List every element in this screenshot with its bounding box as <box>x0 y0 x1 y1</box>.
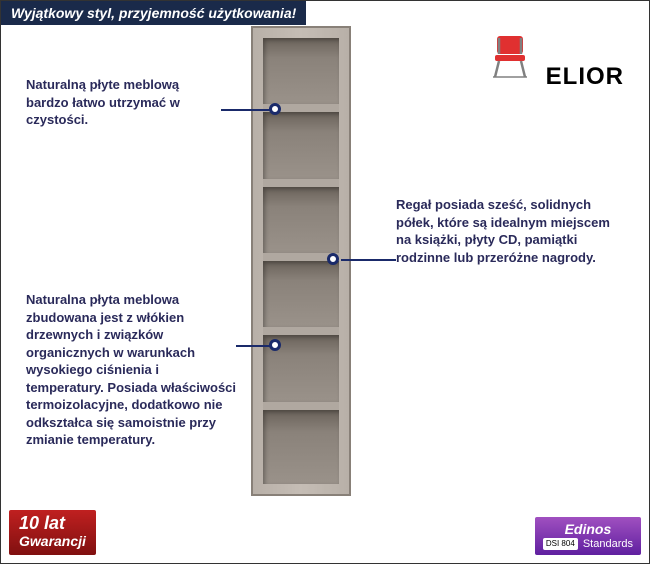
callout-cleaning: Naturalną płyte meblową bardzo łatwo utr… <box>26 76 221 129</box>
brand-logo: ELIOR <box>485 31 624 91</box>
warranty-years: 10 lat <box>19 513 65 533</box>
warranty-badge: 10 lat Gwarancji <box>9 510 96 555</box>
standards-badge: Edinos DSI 804 Standards <box>535 517 641 555</box>
brand-name: ELIOR <box>546 63 624 91</box>
callout-line <box>236 345 271 347</box>
callout-material: Naturalna płyta meblowa zbudowana jest z… <box>26 291 236 449</box>
chair-icon <box>485 31 535 81</box>
dsi-mark: DSI 804 <box>543 538 578 550</box>
standards-brand: Edinos <box>565 521 612 537</box>
shelf-cubby <box>263 261 339 335</box>
callout-line <box>221 109 271 111</box>
infographic-container: Wyjątkowy styl, przyjemność użytkowania!… <box>0 0 650 564</box>
header-tagline: Wyjątkowy styl, przyjemność użytkowania! <box>1 1 306 25</box>
callout-shelves: Regał posiada sześć, solidnych półek, kt… <box>396 196 616 266</box>
callout-marker <box>327 253 339 265</box>
warranty-label: Gwarancji <box>19 533 86 549</box>
callout-text: Naturalna płyta meblowa zbudowana jest z… <box>26 292 236 447</box>
shelf-cubby <box>263 187 339 261</box>
callout-marker <box>269 103 281 115</box>
shelf-cubby <box>263 410 339 484</box>
standards-label: Standards <box>583 538 633 550</box>
callout-text: Naturalną płyte meblową bardzo łatwo utr… <box>26 77 180 127</box>
shelf-cubby <box>263 112 339 186</box>
callout-marker <box>269 339 281 351</box>
callout-line <box>341 259 396 261</box>
shelf-cubby <box>263 38 339 112</box>
callout-text: Regał posiada sześć, solidnych półek, kt… <box>396 197 610 265</box>
